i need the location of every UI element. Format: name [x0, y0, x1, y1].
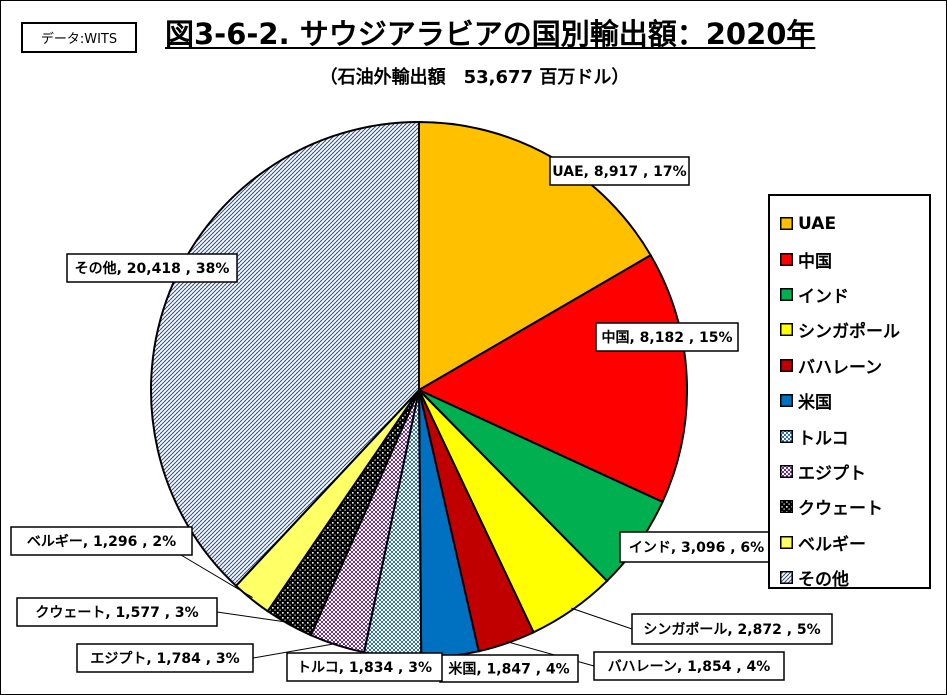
legend-item-8: クウェート: [780, 489, 929, 524]
legend-label-5: 米国: [798, 393, 832, 414]
slice-5-label-box: [439, 654, 579, 683]
slice-6-label-box: [286, 652, 443, 682]
legend-swatch-9: [780, 535, 793, 549]
legend-item-6: トルコ: [780, 418, 929, 453]
slice-7-leader-line: [252, 642, 338, 659]
slice-4-label-text: バハレーン, 1,854 , 4%: [608, 659, 771, 675]
legend-item-1: 中国: [780, 241, 929, 276]
legend-item-5: 米国: [780, 383, 929, 418]
slice-9-data-label: ベルギー, 1,296 , 2%: [10, 526, 193, 556]
legend-label-0: UAE: [798, 213, 837, 234]
legend-swatch-4: [780, 358, 793, 372]
slice-10-label-box: [66, 253, 238, 283]
legend-label-3: シンガポール: [798, 322, 900, 343]
legend-item-9: ベルギー: [780, 525, 929, 560]
slice-7-label-text: エジプト, 1,784 , 3%: [90, 651, 239, 667]
slice-6-data-label: トルコ, 1,834 , 3%: [286, 652, 443, 682]
slice-5-label-text: 米国, 1,847 , 4%: [448, 661, 569, 678]
slice-9-leader-line: [180, 554, 253, 599]
slice-7-data-label: エジプト, 1,784 , 3%: [76, 643, 254, 673]
slice-10-data-label: その他, 20,418 , 38%: [66, 253, 238, 283]
chart-subtitle: （石油外輸出額 53,677 百万ドル）: [319, 67, 630, 88]
source-tag: データ:WITS: [21, 22, 137, 53]
slice-3-label-box: [631, 613, 833, 645]
slice-0-data-label: UAE, 8,917 , 17%: [549, 156, 690, 186]
legend-swatch-7: [780, 464, 793, 478]
slice-1-data-label: 中国, 8,182 , 15%: [595, 322, 739, 352]
slice-0-label-text: UAE, 8,917 , 17%: [552, 164, 686, 180]
legend-swatch-0: [780, 217, 793, 231]
slice-8-label-text: クウェート, 1,577 , 3%: [35, 605, 198, 621]
legend-swatch-6: [780, 429, 793, 443]
legend-label-2: インド: [798, 286, 849, 307]
slice-1-label-box: [595, 322, 739, 352]
slice-3-data-label: シンガポール, 2,872 , 5%: [631, 613, 833, 645]
legend-item-10: その他: [780, 560, 929, 595]
slice-8-leader-line: [216, 611, 290, 623]
slice-6-label-text: トルコ, 1,834 , 3%: [297, 660, 432, 676]
slice-9-label-text: ベルギー, 1,296 , 2%: [27, 533, 176, 550]
slice-5-data-label: 米国, 1,847 , 4%: [439, 654, 579, 683]
legend-label-7: エジプト: [798, 463, 866, 484]
slice-0-label-box: [549, 156, 690, 186]
legend-label-8: クウェート: [798, 499, 883, 520]
slice-9-label-box: [10, 526, 193, 556]
chart-title: 図3-6-2. サウジアラビアの国別輸出額：2020年: [165, 17, 816, 51]
slice-2-label-box: [619, 531, 774, 563]
slice-7-label-box: [76, 643, 254, 673]
slice-3-label-text: シンガポール, 2,872 , 5%: [643, 621, 820, 638]
slice-2-data-label: インド, 3,096 , 6%: [619, 531, 774, 563]
legend-label-9: ベルギー: [798, 534, 866, 555]
legend-swatch-10: [780, 571, 793, 585]
legend-label-6: トルコ: [798, 428, 849, 449]
legend-swatch-2: [780, 287, 793, 301]
slice-4-leader-line: [505, 640, 595, 667]
legend-label-1: 中国: [798, 251, 832, 272]
slice-8-label-box: [16, 597, 218, 627]
legend-item-3: シンガポール: [780, 312, 929, 347]
slice-1-wedge: [416, 253, 688, 504]
slice-10-wedge: [150, 120, 420, 588]
legend-label-10: その他: [798, 570, 849, 591]
legend-item-7: エジプト: [780, 454, 929, 489]
legend-item-0: UAE: [780, 206, 929, 241]
legend-swatch-1: [780, 252, 793, 266]
legend: UAE 中国インドシンガポール バハレーン米国トルコエジプトクウェートベルギーその他: [768, 194, 931, 590]
legend-item-4: バハレーン: [780, 348, 929, 383]
legend-swatch-3: [780, 323, 793, 337]
slice-4-label-box: [593, 651, 785, 681]
slice-3-leader-line: [571, 607, 633, 630]
legend-label-4: バハレーン: [798, 357, 883, 378]
slice-10-label-text: その他, 20,418 , 38%: [75, 260, 230, 277]
slice-4-data-label: バハレーン, 1,854 , 4%: [593, 651, 785, 681]
slice-8-data-label: クウェート, 1,577 , 3%: [16, 597, 218, 627]
legend-swatch-5: [780, 394, 793, 408]
slice-1-label-text: 中国, 8,182 , 15%: [601, 329, 732, 346]
legend-swatch-8: [780, 500, 793, 514]
legend-item-2: インド: [780, 277, 929, 312]
slice-2-label-text: インド, 3,096 , 6%: [629, 540, 764, 556]
